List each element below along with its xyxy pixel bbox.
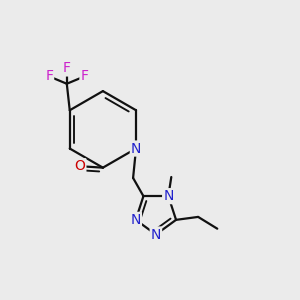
- Text: O: O: [74, 159, 86, 173]
- Text: N: N: [130, 213, 141, 227]
- Text: F: F: [63, 61, 71, 75]
- Text: N: N: [163, 189, 173, 203]
- Text: N: N: [151, 227, 161, 242]
- Text: F: F: [80, 69, 88, 83]
- Text: N: N: [131, 142, 141, 155]
- Text: F: F: [45, 69, 53, 83]
